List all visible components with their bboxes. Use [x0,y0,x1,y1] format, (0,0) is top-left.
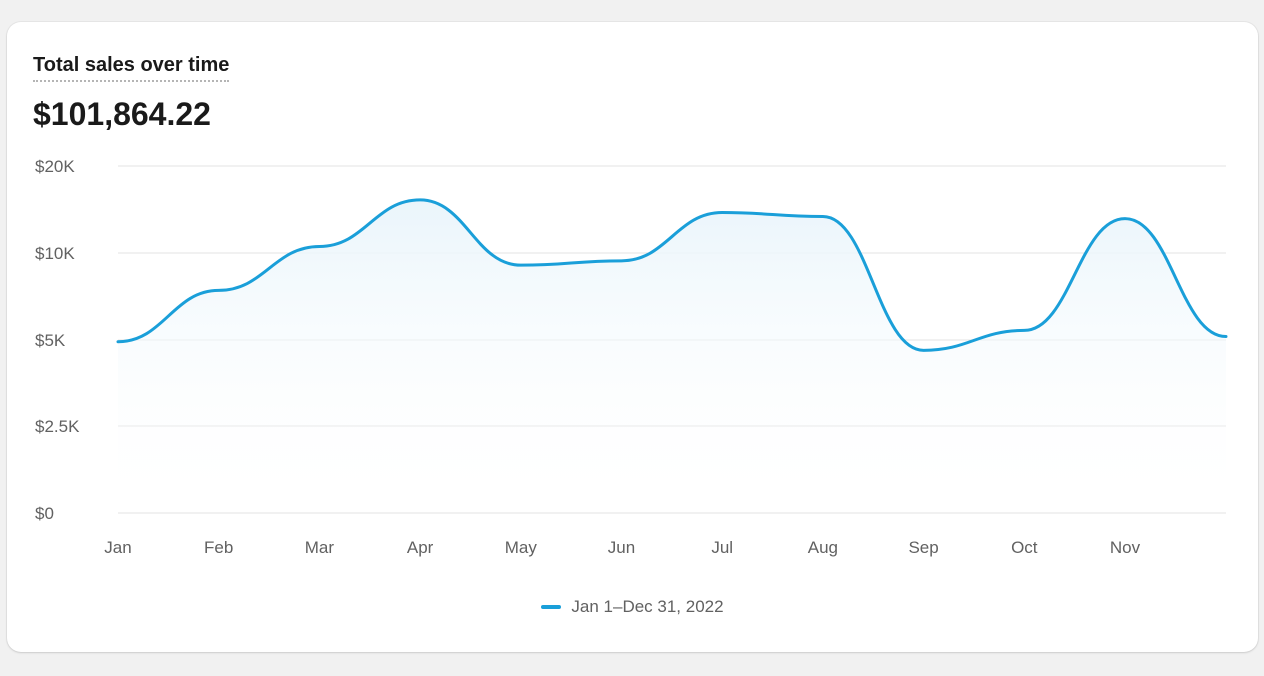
y-tick-label: $20K [35,157,75,176]
x-axis-labels: Jan Feb Mar Apr May Jun Jul Aug Sep Oct Nov [104,538,1140,557]
x-tick-label: Jun [608,538,635,557]
x-tick-label: Sep [908,538,938,557]
x-tick-label: Jul [711,538,733,557]
series-line[interactable] [116,198,1228,352]
x-tick-label: Oct [1011,538,1038,557]
y-tick-label: $0 [35,504,54,523]
x-tick-label: Aug [808,538,838,557]
y-tick-label: $5K [35,331,66,350]
data-point-may[interactable] [515,259,527,271]
x-tick-label: Jan [104,538,131,557]
total-sales-value: $101,864.22 [33,96,211,132]
y-tick-label: $10K [35,244,75,263]
y-axis-labels: $0 $2.5K $5K $10K $20K [35,157,80,523]
data-point-aug[interactable] [817,210,829,222]
x-tick-label: Feb [204,538,233,557]
chart-legend[interactable]: Jan 1–Dec 31, 2022 [7,597,1258,617]
data-point-nov[interactable] [1119,213,1131,225]
x-tick-label: Nov [1110,538,1141,557]
data-point-jan[interactable] [112,336,124,348]
series-area-fill [118,199,1226,513]
legend-swatch [541,605,562,609]
x-tick-label: Mar [305,538,335,557]
x-tick-label: May [505,538,538,557]
data-point-dec[interactable] [1220,331,1232,343]
card-title[interactable]: Total sales over time [33,53,230,82]
legend-label: Jan 1–Dec 31, 2022 [571,597,724,616]
data-point-mar[interactable] [313,240,325,252]
data-point-oct[interactable] [1018,324,1030,336]
data-point-apr[interactable] [414,194,426,206]
data-point-feb[interactable] [213,284,225,296]
x-tick-label: Apr [407,538,434,557]
sales-card: Total sales over time $101,864.22 $0 $2.5… [7,22,1258,652]
data-point-jul[interactable] [716,207,728,219]
data-point-jun[interactable] [616,255,628,267]
y-tick-label: $2.5K [35,417,80,436]
sales-line-chart: $0 $2.5K $5K $10K $20K Jan Feb Mar Apr May Jun Jul… [35,157,1232,557]
data-point-sep[interactable] [918,344,930,356]
